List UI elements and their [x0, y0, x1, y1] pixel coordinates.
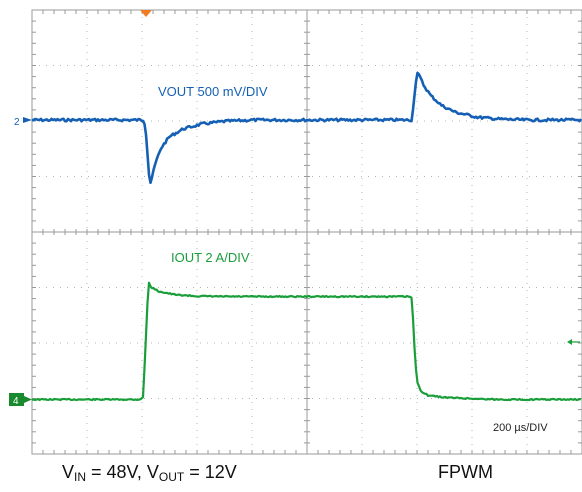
timebase-label: 200 µs/DIV — [493, 422, 548, 434]
channel-4-marker-arrow — [24, 396, 32, 403]
channel-4-marker-box — [9, 393, 24, 406]
iout-channel-label: IOUT 2 A/DIV — [171, 250, 250, 265]
conditions-caption: VIN = 48V, VOUT = 12V — [62, 462, 237, 484]
offset-arrow-icon — [567, 339, 580, 345]
channel-4-marker-label: 4 — [13, 396, 19, 407]
scope-grid — [31, 9, 582, 455]
channel-2-marker-arrow — [23, 117, 32, 123]
channel-2-marker-label: 2 — [14, 117, 20, 128]
mode-caption: FPWM — [438, 462, 493, 482]
trigger-marker-icon — [140, 10, 152, 17]
vout-trace — [31, 71, 582, 185]
iout-trace — [31, 281, 582, 402]
oscilloscope-plot: VOUT 500 mV/DIV IOUT 2 A/DIV 200 µs/DIV … — [9, 9, 582, 455]
vout-channel-label: VOUT 500 mV/DIV — [158, 84, 268, 99]
